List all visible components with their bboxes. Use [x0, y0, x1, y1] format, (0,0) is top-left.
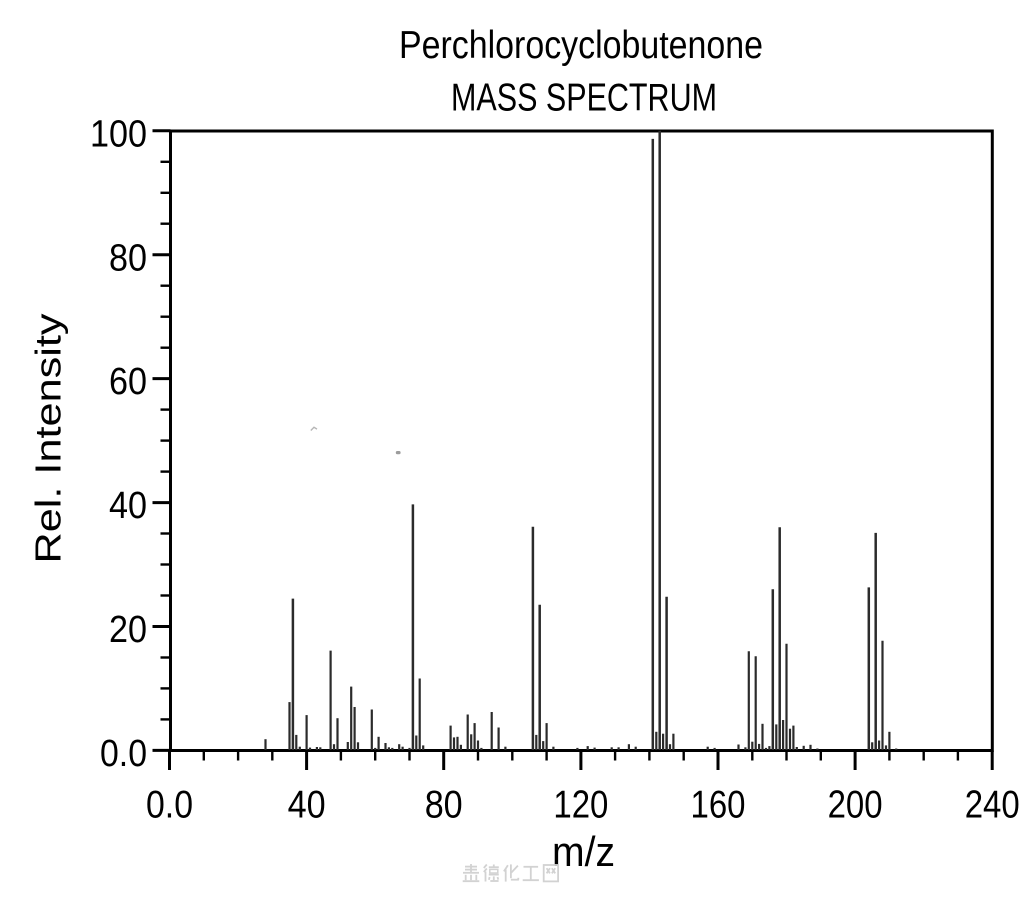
- svg-text:80: 80: [425, 784, 463, 827]
- svg-text:20: 20: [109, 609, 147, 651]
- svg-text:0.0: 0.0: [146, 784, 193, 827]
- svg-text:80: 80: [109, 237, 147, 279]
- svg-text:Perchlorocyclobutenone: Perchlorocyclobutenone: [399, 24, 763, 67]
- svg-text:240: 240: [965, 784, 1020, 827]
- svg-text:160: 160: [691, 784, 746, 827]
- svg-text:m/z: m/z: [552, 828, 615, 875]
- svg-text:0.0: 0.0: [100, 733, 147, 775]
- svg-text:40: 40: [288, 784, 326, 827]
- svg-text:100: 100: [90, 113, 147, 155]
- svg-text:60: 60: [109, 361, 147, 403]
- svg-text:120: 120: [553, 784, 608, 827]
- svg-text:MASS SPECTRUM: MASS SPECTRUM: [451, 76, 717, 119]
- svg-text:40: 40: [109, 485, 147, 527]
- svg-text:Rel. Intensity: Rel. Intensity: [28, 314, 69, 564]
- svg-text:200: 200: [828, 784, 883, 827]
